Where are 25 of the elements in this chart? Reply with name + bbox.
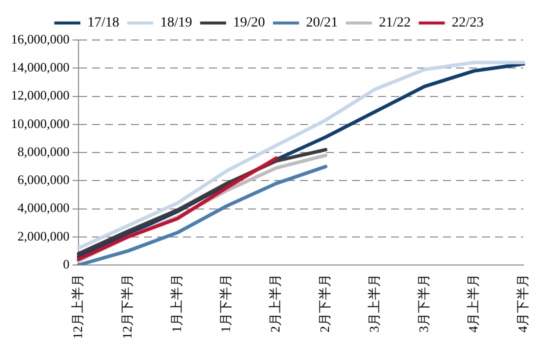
x-tick-label: 1月上半月 — [168, 274, 184, 332]
y-tick-label: 14,000,000 — [11, 60, 70, 75]
legend-label: 20/21 — [306, 16, 338, 31]
x-tick-label: 4月上半月 — [465, 274, 480, 332]
y-tick-label: 6,000,000 — [18, 172, 70, 188]
y-tick-label: 4,000,000 — [18, 200, 70, 216]
legend-label: 17/18 — [87, 16, 120, 31]
x-tick-label: 12月上半月 — [70, 274, 85, 339]
y-tick-label: 2,000,000 — [18, 228, 70, 244]
x-tick-label: 2月下半月 — [317, 274, 332, 332]
legend-label: 19/20 — [233, 16, 265, 31]
legend-label: 18/19 — [160, 16, 192, 31]
legend-label: 21/22 — [378, 16, 411, 31]
y-tick-label: 12,000,000 — [11, 88, 70, 103]
x-tick-label: 2月上半月 — [268, 274, 283, 332]
y-tick-label: 10,000,000 — [11, 116, 70, 131]
y-tick-label: 8,000,000 — [18, 144, 70, 159]
y-tick-label: 16,000,000 — [11, 31, 70, 46]
y-tick-label: 0 — [63, 256, 70, 272]
legend-label: 22/23 — [452, 16, 484, 31]
x-tick-label: 3月下半月 — [416, 274, 431, 332]
x-tick-label: 12月下半月 — [119, 274, 134, 339]
x-tick-label: 3月上半月 — [366, 274, 382, 332]
x-tick-label: 1月下半月 — [218, 274, 234, 332]
x-tick-label: 4月下半月 — [514, 274, 530, 332]
